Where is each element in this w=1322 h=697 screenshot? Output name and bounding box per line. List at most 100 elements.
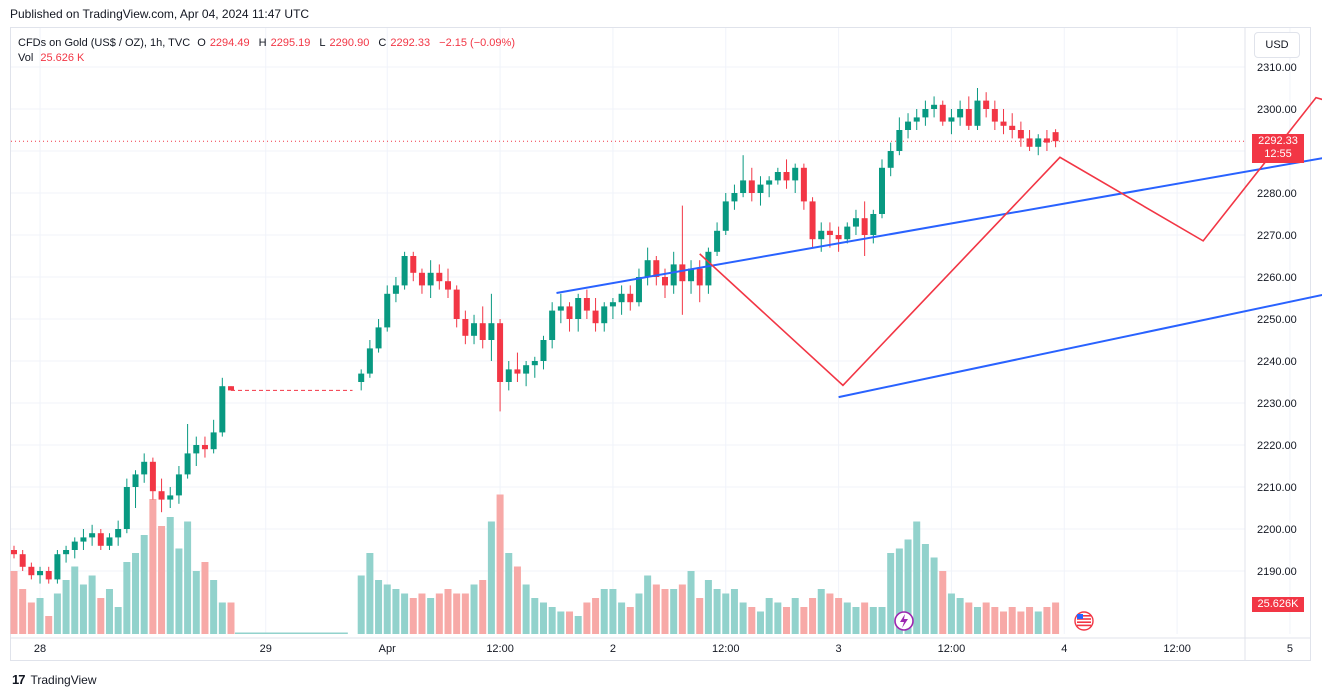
- candle-body: [766, 180, 773, 185]
- volume-bar: [1008, 607, 1016, 634]
- candle-body: [471, 323, 478, 336]
- volume-tag: 25.626K: [1252, 597, 1304, 612]
- volume-bar: [1000, 611, 1008, 634]
- candle-body: [123, 487, 130, 529]
- candle-body: [115, 529, 122, 538]
- candle-body: [931, 104, 938, 109]
- bar-countdown: 12:55: [1264, 148, 1292, 160]
- candle-body: [809, 201, 816, 240]
- candle-body: [575, 298, 582, 319]
- volume-bar: [1026, 607, 1034, 634]
- candle-body: [497, 323, 504, 382]
- candle-body: [748, 180, 755, 193]
- volume-bar: [800, 607, 808, 634]
- volume-bar: [817, 589, 825, 634]
- tradingview-logo-icon[interactable]: 17: [12, 672, 26, 687]
- volume-bar: [826, 593, 834, 634]
- volume-bar: [548, 607, 556, 634]
- candle-body: [366, 348, 373, 374]
- close-value: 2292.33: [390, 37, 431, 49]
- volume-bar: [53, 593, 61, 634]
- candle-body: [132, 474, 139, 487]
- candle-body: [540, 340, 547, 361]
- volume-label[interactable]: Vol: [18, 52, 34, 64]
- volume-bar: [722, 593, 730, 634]
- close-label: C: [378, 37, 387, 49]
- candle-body: [401, 256, 408, 286]
- time-tick-label: 28: [34, 643, 46, 655]
- candle-body: [922, 109, 929, 118]
- candle-body: [879, 167, 885, 214]
- volume-bar: [88, 575, 96, 634]
- candle-body: [384, 293, 391, 328]
- open-value: 2294.49: [209, 37, 250, 49]
- candle-body: [861, 218, 868, 235]
- volume-bar: [730, 589, 738, 634]
- volume-bar: [114, 607, 122, 634]
- volume-bar: [105, 589, 113, 634]
- volume-bar: [470, 584, 478, 634]
- volume-bar: [791, 598, 799, 634]
- candle-body: [410, 256, 417, 273]
- symbol-label[interactable]: CFDs on Gold (US$ / OZ), 1h, TVC: [18, 37, 191, 49]
- volume-bar: [158, 526, 166, 634]
- candle-body: [601, 306, 608, 324]
- time-tick-label: 2: [610, 643, 616, 655]
- volume-bar: [71, 566, 79, 634]
- candle-body: [905, 121, 912, 130]
- candle-body: [184, 453, 191, 475]
- low-label: L: [319, 37, 326, 49]
- volume-bar: [652, 584, 660, 634]
- candle-body: [852, 218, 859, 227]
- candle-body: [167, 495, 174, 500]
- candle-body: [549, 310, 556, 340]
- volume-bar: [965, 602, 973, 634]
- candle-body: [740, 180, 747, 193]
- candle-body: [644, 260, 651, 277]
- candle-body: [436, 272, 443, 282]
- volume-bar: [557, 611, 565, 634]
- high-label: H: [258, 37, 267, 49]
- volume-bar: [765, 598, 773, 634]
- candle-body: [818, 230, 825, 240]
- low-value: 2290.90: [329, 37, 370, 49]
- currency-button[interactable]: USD: [1254, 32, 1300, 58]
- footer: 17 TradingView: [12, 672, 97, 687]
- volume-bar: [392, 589, 400, 634]
- candle-body: [358, 373, 365, 382]
- candle-body: [418, 272, 425, 286]
- volume-bar: [79, 584, 87, 634]
- volume-bar: [592, 598, 600, 634]
- volume-bar: [45, 616, 53, 634]
- lightning-icon: [894, 611, 914, 631]
- volume-bar: [36, 598, 44, 634]
- volume-bar: [175, 548, 183, 634]
- volume-bar: [861, 602, 869, 634]
- footer-brand[interactable]: TradingView: [30, 672, 97, 687]
- time-tick-label: 12:00: [712, 643, 740, 655]
- volume-bar: [600, 589, 608, 634]
- volume-bar: [843, 602, 851, 634]
- candle-body: [991, 109, 998, 122]
- candle-body: [89, 533, 96, 538]
- volume-bar: [635, 593, 643, 634]
- time-tick-label: 5: [1287, 643, 1293, 655]
- candle-body: [974, 100, 981, 126]
- volume-bar: [939, 571, 947, 634]
- volume-bar: [574, 616, 582, 634]
- last-price-value: 2292.33: [1258, 135, 1298, 147]
- time-tick-label: 3: [836, 643, 842, 655]
- zigzag-projection: [699, 96, 1322, 387]
- volume-bar: [201, 562, 209, 634]
- volume-bar: [97, 598, 105, 634]
- lightning-bolt: [900, 614, 908, 628]
- candle-body: [505, 369, 512, 382]
- volume-bar: [609, 589, 617, 634]
- candle-body: [948, 117, 955, 122]
- candle-body: [557, 306, 564, 311]
- candlesticks: [11, 88, 1059, 584]
- time-tick-label: 29: [260, 643, 272, 655]
- time-tick-label: Apr: [379, 643, 396, 655]
- volume-bar: [453, 593, 461, 634]
